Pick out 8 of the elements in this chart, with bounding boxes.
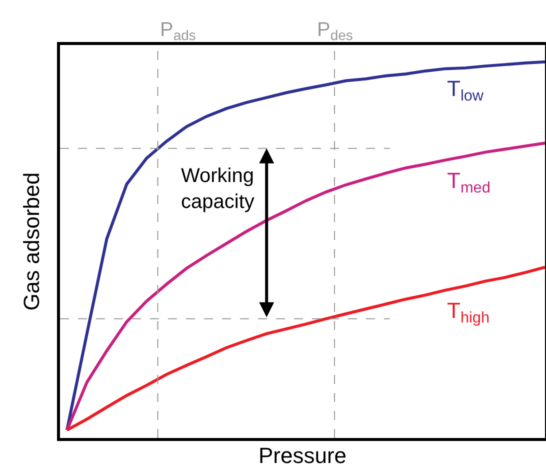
series-label: T$_{med}$ [447, 168, 490, 197]
series-label: T$_{low}$ [447, 76, 484, 105]
x-axis-title: Pressure [258, 442, 347, 468]
series-label: T$_{high}$ [447, 298, 490, 327]
annotation: Working capacity [181, 165, 254, 213]
y-axis-title: Gas adsorbed [18, 172, 44, 311]
text: P$_{des}$ [317, 19, 353, 44]
text: P$_{ads}$ [160, 19, 196, 44]
